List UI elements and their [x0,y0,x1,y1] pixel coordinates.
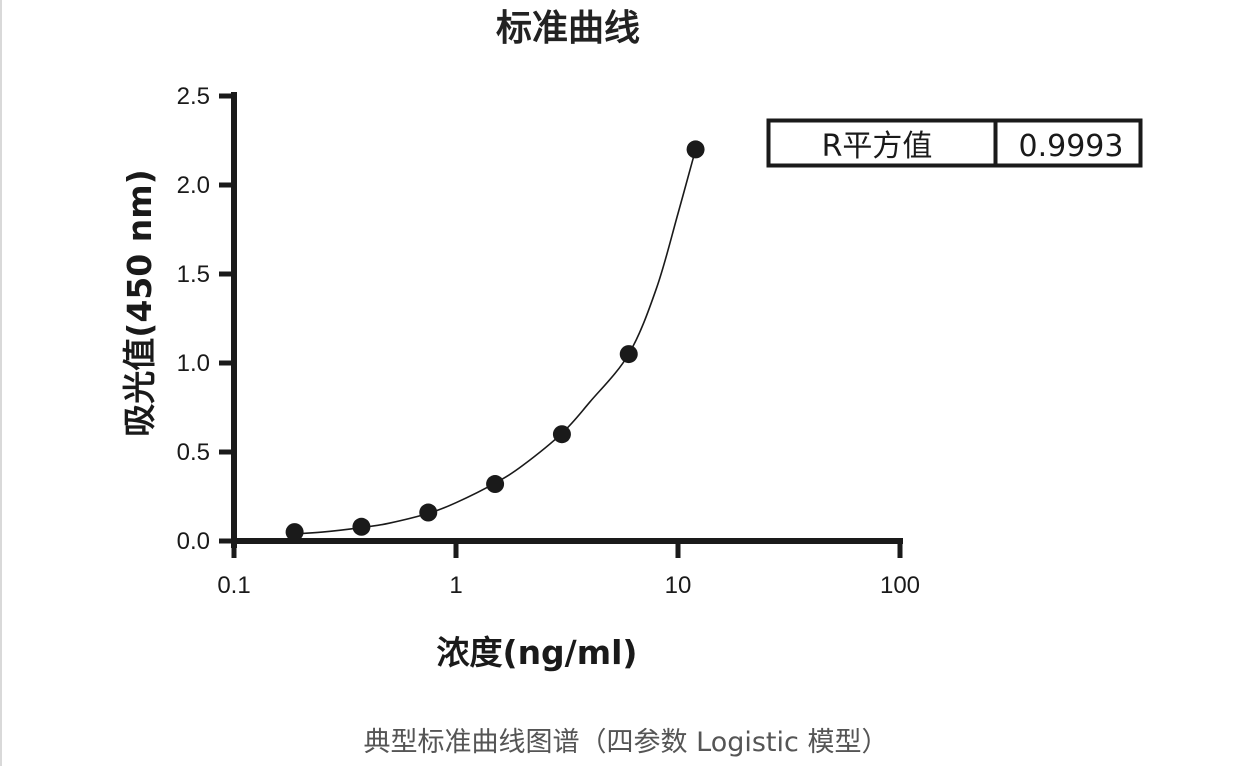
data-points [285,140,705,542]
data-point [352,517,371,536]
r-squared-label: R平方值 [822,129,933,164]
x-tick-label: 10 [665,572,692,599]
y-axis-ticks: 0.0 0.5 1.0 1.5 2.0 2.5 [177,83,234,555]
data-point [419,503,438,522]
r-squared-table-border [766,118,1143,168]
y-tick-label: 1.0 [177,350,210,377]
x-axis-label: 浓度(ng/ml) [436,633,637,672]
chart-title: 标准曲线 [496,8,640,49]
y-axis-label: 吸光值(450 nm) [120,169,159,436]
x-tick-label: 100 [880,572,920,599]
figure-caption: 典型标准曲线图谱（四参数 Logistic 模型） [363,727,889,758]
x-tick-label: 0.1 [217,572,250,599]
y-tick-label: 2.5 [177,83,210,110]
x-tick-label: 1 [449,572,462,599]
data-point [686,140,705,159]
data-point [552,425,571,444]
page-edge-divider [0,0,2,766]
y-tick-label: 1.5 [177,261,210,288]
y-tick-label: 0.0 [177,528,210,555]
data-point [486,475,505,494]
y-tick-label: 0.5 [177,439,210,466]
r-squared-value: 0.9993 [1019,129,1124,164]
data-point [619,345,638,364]
x-axis-ticks: 0.1 1 10 100 [217,541,920,599]
data-point [285,523,304,542]
r-squared-table: R平方值 0.9993 [766,118,1143,168]
y-tick-label: 2.0 [177,172,210,199]
